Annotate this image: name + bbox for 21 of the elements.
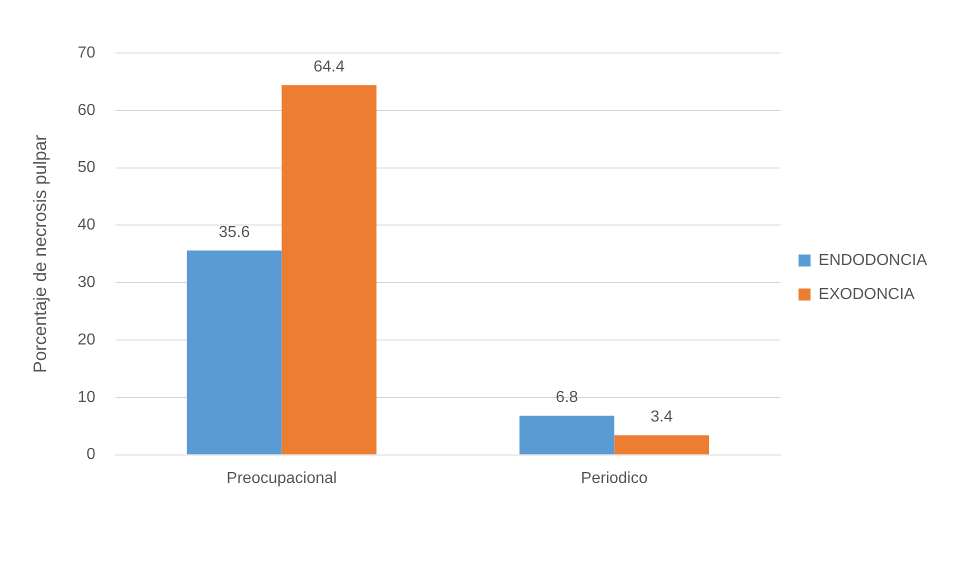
- legend-label: ENDODONCIA: [818, 252, 928, 269]
- x-tick-label: Preocupacional: [226, 470, 337, 487]
- data-label: 64.4: [314, 58, 345, 76]
- bar: [614, 435, 710, 454]
- data-label: 3.4: [650, 408, 673, 426]
- x-tick-label: Periodico: [580, 470, 648, 487]
- bar: [282, 85, 376, 454]
- bar: [519, 416, 614, 454]
- y-tick-label: 70: [78, 44, 96, 62]
- legend-label: EXODONCIA: [818, 286, 915, 303]
- data-label: 35.6: [218, 224, 250, 241]
- y-tick-label: 40: [78, 216, 96, 234]
- y-tick-label: 10: [78, 388, 96, 406]
- y-tick-label: 0: [86, 446, 96, 464]
- y-axis-title: Porcentaje de necrosis pulpar: [30, 134, 50, 373]
- bar: [186, 250, 282, 454]
- data-label: 6.8: [556, 389, 578, 406]
- y-tick-label: 50: [78, 159, 96, 176]
- y-tick-label: 60: [78, 102, 96, 119]
- y-tick-label: 30: [78, 274, 96, 292]
- y-tick-label: 20: [78, 331, 96, 348]
